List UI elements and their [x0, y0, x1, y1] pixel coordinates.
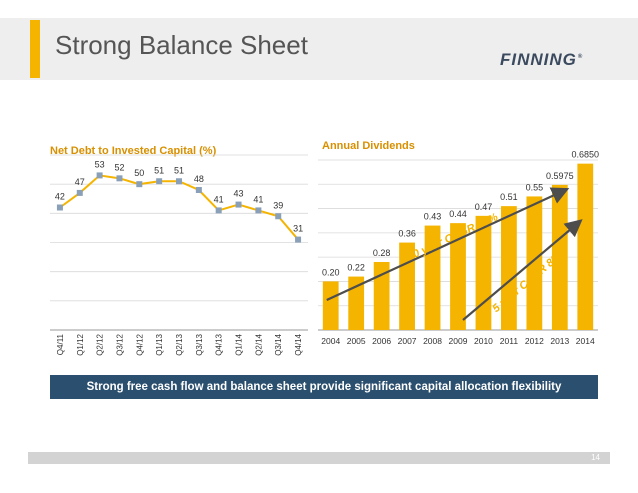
net-debt-data-label: 31 — [293, 224, 303, 234]
net-debt-marker — [76, 189, 83, 196]
net-debt-data-label: 39 — [273, 200, 283, 210]
net-debt-chart-title: Net Debt to Invested Capital (%) — [50, 145, 217, 157]
net-debt-data-label: 47 — [75, 177, 85, 187]
page-number: 14 — [591, 453, 600, 462]
footer-bar: 14 — [28, 452, 610, 464]
net-debt-marker — [56, 204, 63, 211]
line-chart-x-tick-label: Q4/13 — [215, 333, 224, 355]
net-debt-data-label: 51 — [174, 165, 184, 175]
bar-chart-x-tick-label: 2012 — [525, 336, 544, 346]
net-debt-data-label: 41 — [253, 194, 263, 204]
dividend-data-label: 0.55 — [526, 182, 544, 192]
line-chart-x-tick-label: Q4/11 — [56, 333, 65, 355]
net-debt-marker — [96, 172, 103, 179]
finning-logo: FINNING® — [500, 50, 583, 70]
net-debt-data-label: 41 — [214, 194, 224, 204]
net-debt-marker — [195, 187, 202, 193]
line-chart-x-tick-label: Q1/12 — [76, 333, 85, 355]
dividend-bar — [526, 196, 543, 330]
dividend-data-label: 0.20 — [322, 267, 340, 277]
dividend-data-label: 0.47 — [475, 202, 493, 212]
line-chart-x-tick-label: Q2/14 — [254, 333, 263, 355]
dividend-data-label: 0.6850 — [572, 150, 600, 160]
bar-chart-x-tick-label: 2008 — [423, 336, 442, 346]
line-chart-x-tick-label: Q1/13 — [155, 333, 164, 355]
line-chart-x-tick-label: Q3/12 — [115, 333, 124, 355]
bar-chart-x-tick-label: 2009 — [449, 336, 468, 346]
dividends-chart-title: Annual Dividends — [322, 140, 415, 152]
bar-chart-x-tick-label: 2011 — [500, 336, 519, 346]
dividend-bar — [475, 215, 492, 330]
bar-chart-x-tick-label: 2005 — [347, 336, 366, 346]
dividend-bar — [450, 223, 466, 330]
dividend-data-label: 0.5975 — [546, 171, 574, 181]
bar-chart-x-tick-label: 2014 — [576, 336, 595, 346]
net-debt-data-label: 42 — [55, 192, 65, 202]
net-debt-data-label: 50 — [134, 168, 144, 178]
dividend-data-label: 0.36 — [398, 229, 416, 239]
net-debt-marker — [255, 207, 262, 214]
line-chart-x-tick-label: Q4/12 — [135, 333, 144, 355]
dividend-data-label: 0.22 — [347, 263, 365, 273]
line-chart-x-tick-label: Q4/14 — [294, 333, 303, 355]
net-debt-marker — [235, 201, 242, 208]
line-chart-x-tick-label: Q3/14 — [274, 333, 283, 355]
logo-registered-mark: ® — [577, 54, 584, 61]
net-debt-data-label: 53 — [95, 159, 105, 169]
dividend-bar — [577, 163, 594, 330]
dividend-bar — [322, 281, 339, 330]
cagr-arrow — [462, 219, 583, 321]
bar-chart-x-tick-label: 2007 — [398, 336, 417, 346]
cagr-arrow — [326, 187, 570, 301]
dividend-bar — [424, 225, 441, 330]
line-chart-x-tick-label: Q1/14 — [235, 333, 244, 355]
net-debt-data-label: 51 — [154, 165, 164, 175]
header-band — [0, 18, 638, 80]
net-debt-data-label: 48 — [194, 174, 204, 184]
net-debt-marker — [156, 178, 163, 185]
dividend-data-label: 0.28 — [373, 248, 391, 258]
dividend-data-label: 0.44 — [449, 209, 467, 219]
line-chart-x-tick-label: Q3/13 — [195, 333, 204, 355]
logo-text: FINNING — [500, 50, 577, 69]
net-debt-marker — [215, 207, 222, 214]
net-debt-marker — [275, 213, 282, 220]
dividend-bar — [501, 206, 517, 330]
dividend-bar — [348, 276, 365, 330]
net-debt-series-line — [59, 174, 299, 241]
bar-chart-x-tick-label: 2006 — [372, 336, 391, 346]
bar-chart-x-tick-label: 2010 — [474, 336, 493, 346]
net-debt-marker — [116, 175, 123, 182]
bar-chart-x-tick-label: 2004 — [321, 336, 340, 346]
net-debt-marker — [295, 236, 302, 243]
line-chart-x-tick-label: Q2/12 — [96, 333, 105, 355]
summary-banner: Strong free cash flow and balance sheet … — [50, 375, 598, 399]
line-chart-x-tick-label: Q2/13 — [175, 333, 184, 355]
net-debt-data-label: 52 — [114, 162, 124, 172]
dividend-data-label: 0.43 — [424, 212, 442, 222]
net-debt-marker — [136, 181, 143, 188]
net-debt-marker — [176, 178, 182, 185]
dividend-bar — [373, 262, 390, 330]
dividend-data-label: 0.51 — [500, 192, 518, 202]
title-accent-bar — [30, 20, 40, 78]
net-debt-data-label: 43 — [234, 189, 244, 199]
bar-chart-x-tick-label: 2013 — [550, 336, 569, 346]
slide-title: Strong Balance Sheet — [55, 30, 308, 60]
